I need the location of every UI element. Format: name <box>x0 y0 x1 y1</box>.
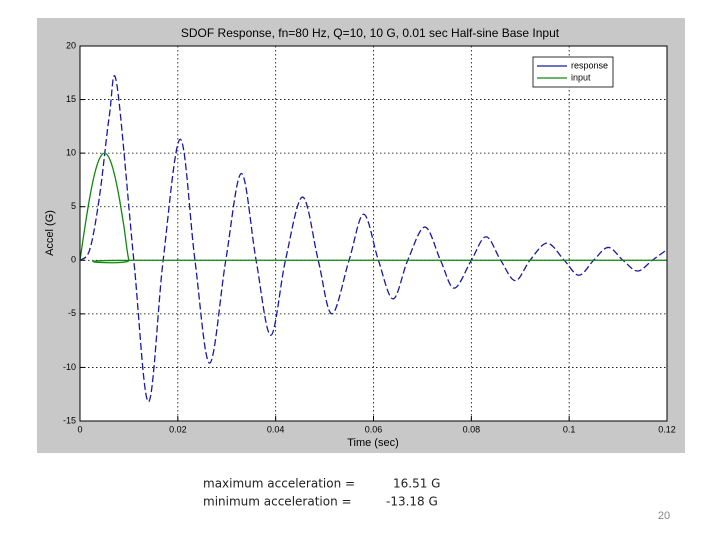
series-line <box>79 152 667 264</box>
x-tick-label: 0 <box>77 424 82 434</box>
legend: response input <box>532 56 614 88</box>
summary-label: maximum acceleration = <box>203 477 355 491</box>
legend-label: response <box>571 60 608 70</box>
x-tick-label: 0.08 <box>463 424 481 434</box>
y-tick-label: 5 <box>71 201 76 211</box>
y-tick-label: 0 <box>71 255 76 265</box>
legend-box <box>532 56 614 88</box>
y-tick-label: 10 <box>66 148 76 158</box>
legend-label: input <box>571 72 591 82</box>
y-tick-label: 20 <box>66 40 76 50</box>
summary-label: minimum acceleration = <box>203 495 352 509</box>
axes-frame <box>79 45 668 422</box>
summary-value: 16.51 G <box>393 477 440 491</box>
y-tick-label: -5 <box>68 308 76 318</box>
x-axis-label: Time (sec) <box>347 437 399 449</box>
x-tick-label: 0.1 <box>563 424 576 434</box>
page-number: 20 <box>658 510 670 522</box>
chart-title: SDOF Response, fn=80 Hz, Q=10, 10 G, 0.0… <box>181 26 560 40</box>
summary-value: -13.18 G <box>386 495 438 509</box>
x-tick-label: 0.02 <box>169 424 187 434</box>
x-tick-label: 0.06 <box>365 424 383 434</box>
y-tick-label: 15 <box>66 94 76 104</box>
y-tick-label: -15 <box>63 415 76 425</box>
y-tick-label: -10 <box>63 362 76 372</box>
x-tick-label: 0.12 <box>658 424 676 434</box>
lines <box>79 75 668 403</box>
y-axis-label: Accel (G) <box>44 210 56 256</box>
x-tick-label: 0.04 <box>267 424 285 434</box>
series-line <box>79 75 668 403</box>
